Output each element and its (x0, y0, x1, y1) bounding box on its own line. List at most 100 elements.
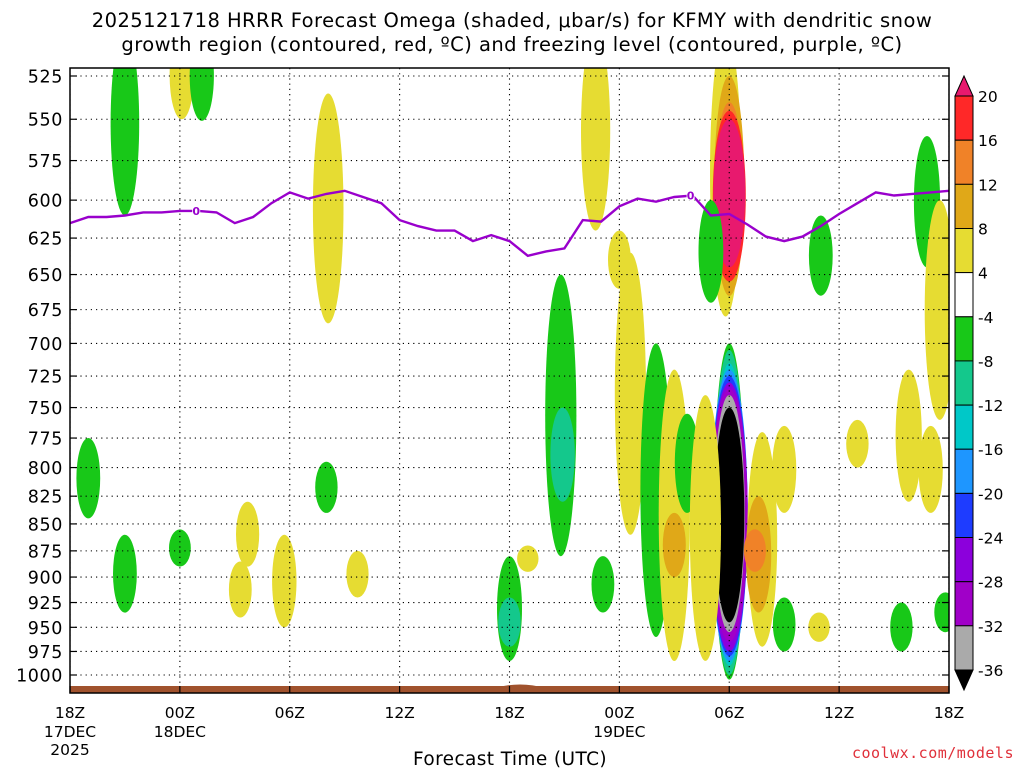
y-tick-label-625: 625 (28, 230, 63, 250)
omega-region-22 (808, 215, 833, 296)
freezing-contour-labels: 00 (192, 189, 695, 218)
colorbar-swatch-12 (954, 581, 974, 627)
y-tick-label-975: 975 (28, 643, 63, 663)
omega-region-50 (228, 561, 252, 618)
omega-region-35 (689, 395, 722, 661)
x-tick-label-1: 00Z (165, 704, 195, 722)
x-tick-label-6: 06Z (714, 704, 744, 722)
x-tick-label-5: 00Z (604, 704, 634, 722)
colorbar-label--36: -36 (978, 662, 1003, 680)
watermark: coolwx.com/models (851, 744, 1014, 762)
colorbar-swatch-5 (954, 272, 974, 318)
omega-region-6 (614, 252, 647, 535)
y-tick-label-800: 800 (28, 459, 63, 479)
colorbar: 20 16 12 8 4 -4 -8 -12 -16 -20 -24 -28 -32 -36 (954, 74, 1003, 692)
omega-region-48 (169, 529, 191, 567)
y-tick-label-650: 650 (28, 266, 63, 286)
omega-region-52 (315, 461, 338, 513)
colorbar-label--20: -20 (978, 485, 1003, 503)
colorbar-swatch-9 (954, 448, 974, 494)
colorbar-label--32: -32 (978, 618, 1003, 636)
freezing-label-bg-0 (192, 205, 201, 216)
freezing-level-line (70, 189, 949, 258)
omega-region-47 (113, 534, 137, 613)
omega-region-38 (743, 529, 766, 572)
y-tick-label-525: 525 (28, 68, 63, 88)
y-tick-label-900: 900 (28, 569, 63, 589)
omega-region-51 (272, 534, 297, 628)
omega-region-21 (714, 407, 745, 623)
plot-area (70, 68, 949, 693)
y-tick-label-875: 875 (28, 542, 63, 562)
x-tick-label-8: 18Z (934, 704, 964, 722)
x-tick-date-1: 18DEC (154, 723, 206, 741)
colorbar-swatch-13 (954, 625, 974, 671)
omega-region-3 (312, 93, 344, 324)
omega-region-30 (591, 556, 615, 613)
y-tick-label-850: 850 (28, 515, 63, 535)
y-tick-label-750: 750 (28, 399, 63, 419)
terrain-bump (495, 684, 545, 688)
colorbar-label--28: -28 (978, 574, 1003, 592)
colorbar-swatch-4 (954, 228, 974, 274)
y-tick-label-700: 700 (28, 335, 63, 355)
colorbar-label-16: 16 (978, 132, 998, 150)
omega-region-42 (846, 419, 869, 468)
omega-region-1 (169, 68, 194, 120)
omega-region-45 (934, 592, 949, 633)
colorbar-label-8: 8 (978, 221, 988, 239)
y-tick-label-675: 675 (28, 301, 63, 321)
omega-region-43 (895, 369, 922, 502)
colorbar-label-4: 4 (978, 265, 988, 283)
x-tick-year-0: 2025 (50, 741, 89, 759)
dotted-grid (70, 68, 949, 693)
x-tick-label-2: 06Z (275, 704, 305, 722)
colorbar-swatch-3 (954, 183, 974, 230)
colorbar-label--16: -16 (978, 441, 1003, 459)
colorbar-label-20: 20 (978, 88, 998, 106)
omega-region-0 (110, 68, 140, 216)
chart-title-line-1: 2025121718 HRRR Forecast Omega (shaded, … (91, 9, 933, 32)
colorbar-swatch-10 (954, 492, 974, 539)
y-tick-label-725: 725 (28, 368, 63, 388)
colorbar-bottom-triangle (954, 669, 974, 692)
y-tick-label-825: 825 (28, 488, 63, 508)
x-tick-date-5: 19DEC (593, 723, 645, 741)
freezing-label-1: 0 (687, 189, 695, 202)
y-tick-label-1000: 1000 (16, 667, 63, 687)
omega-region-28 (498, 597, 521, 647)
y-axis: 525 550 575 600 625 650 675 700 725 750 775 800 825 8… (16, 68, 949, 687)
omega-region-49 (236, 501, 260, 567)
omega-region-29 (517, 545, 539, 572)
colorbar-swatch-2 (954, 139, 974, 185)
y-tick-label-950: 950 (28, 619, 63, 639)
y-tick-label-925: 925 (28, 594, 63, 614)
colorbar-top-triangle (954, 74, 974, 97)
colorbar-swatch-6 (954, 316, 974, 362)
y-tick-label-550: 550 (28, 111, 63, 131)
omega-region-40 (772, 597, 796, 652)
x-tick-label-0: 18Z (55, 704, 85, 722)
y-tick-label-600: 600 (28, 192, 63, 212)
chart-title-line-2: growth region (contoured, red, ºC) and f… (121, 33, 903, 56)
omega-region-33 (662, 512, 686, 578)
colorbar-label-12: 12 (978, 176, 998, 194)
colorbar-swatch-7 (954, 360, 974, 406)
omega-region-46 (76, 438, 101, 519)
x-tick-label-7: 12Z (824, 704, 854, 722)
omega-region-26 (550, 407, 575, 502)
omega-region-24 (924, 200, 949, 420)
x-axis-title: Forecast Time (UTC) (413, 749, 607, 768)
colorbar-swatch-1 (954, 95, 974, 141)
colorbar-swatch-11 (954, 537, 974, 583)
omega-region-4 (581, 68, 611, 231)
freezing-label-0: 0 (192, 205, 200, 218)
colorbar-label--4: -4 (978, 309, 993, 327)
omega-shaded-field (76, 68, 949, 680)
omega-region-44 (918, 425, 943, 513)
omega-region-2 (189, 68, 214, 121)
colorbar-swatch-8 (954, 404, 974, 450)
omega-region-53 (346, 550, 369, 598)
